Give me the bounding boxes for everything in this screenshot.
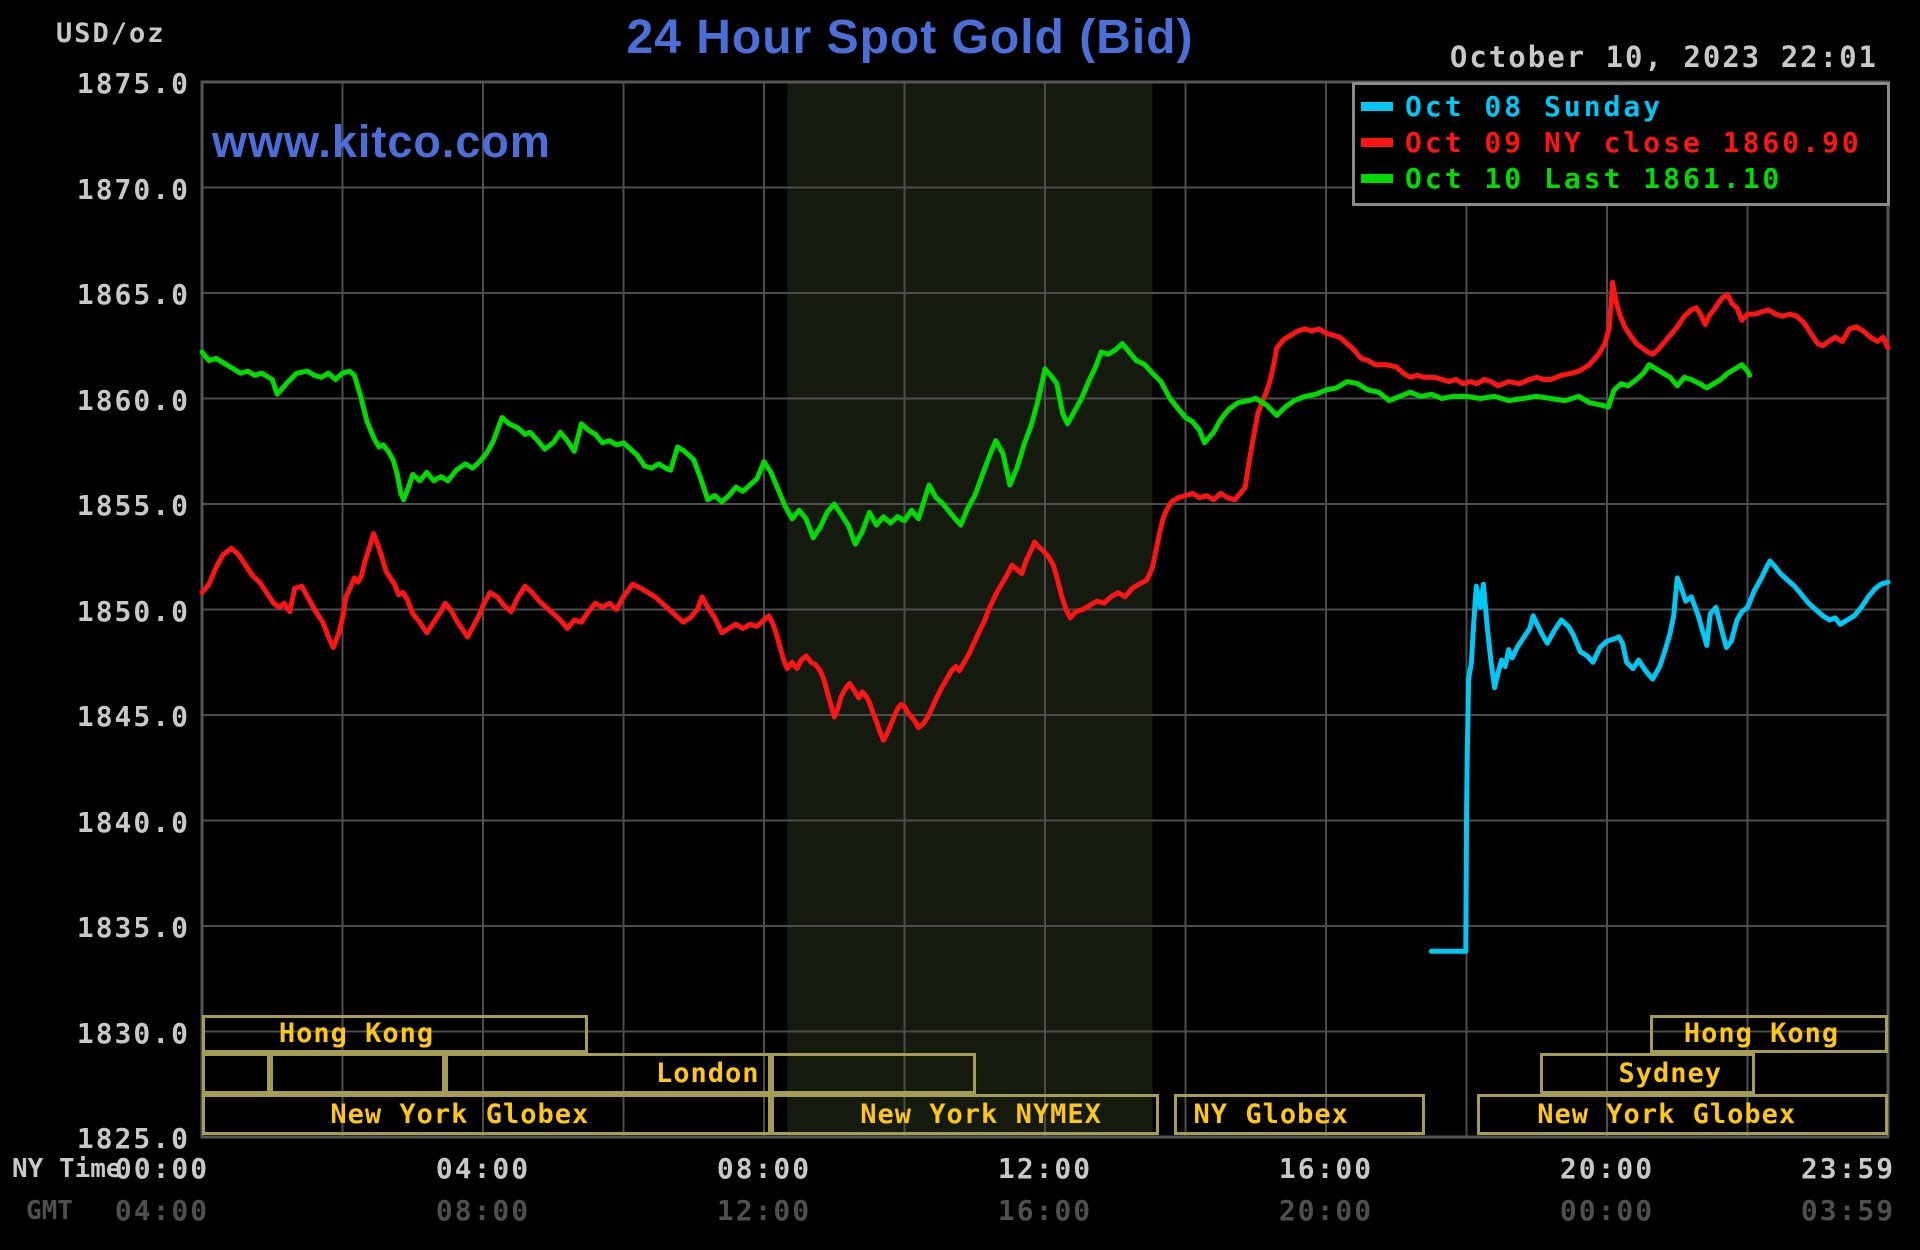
y-tick-label: 1855.0 bbox=[76, 489, 190, 522]
session-box-hong-kong bbox=[202, 1015, 588, 1053]
y-tick-label: 1845.0 bbox=[76, 700, 190, 733]
session-label: NY Globex bbox=[1193, 1098, 1349, 1130]
page-title: 24 Hour Spot Gold (Bid) bbox=[626, 11, 1194, 64]
y-axis-units-label: USD/oz bbox=[56, 18, 166, 49]
series-line-oct-09-ny-close-1860-90 bbox=[199, 279, 1891, 743]
chart-timestamp: October 10, 2023 22:01 bbox=[1449, 40, 1878, 74]
session-label: New York NYMEX bbox=[860, 1098, 1102, 1130]
y-tick-label: 1870.0 bbox=[76, 172, 190, 206]
x-tick-label-gmt: 16:00 bbox=[997, 1194, 1093, 1227]
legend-line-swatch bbox=[1361, 101, 1393, 111]
y-tick-label: 1860.0 bbox=[76, 383, 190, 417]
session-box-london bbox=[445, 1053, 772, 1094]
y-tick-label: 1835.0 bbox=[76, 911, 190, 944]
session-box bbox=[270, 1053, 446, 1094]
x-tick-label-ny-time: 23:59 bbox=[1800, 1152, 1896, 1185]
session-box-sydney bbox=[1539, 1053, 1756, 1094]
session-box bbox=[202, 1053, 271, 1094]
session-box-hong-kong bbox=[1649, 1015, 1888, 1053]
session-label: Hong Kong bbox=[278, 1018, 435, 1049]
x-tick-label-gmt: 04:00 bbox=[114, 1194, 210, 1227]
x-tick-label-gmt: 08:00 bbox=[435, 1194, 531, 1227]
session-box bbox=[771, 1053, 977, 1094]
x-tick-label-ny-time: 12:00 bbox=[997, 1152, 1093, 1185]
y-tick-label: 1875.0 bbox=[76, 67, 190, 100]
session-box-new-york-nymex bbox=[771, 1094, 1159, 1135]
legend-box: Oct 08 Sunday Oct 09 NY close 1860.90 Oct … bbox=[1352, 82, 1890, 206]
ny-time-row-label: NY Time bbox=[12, 1154, 122, 1184]
y-tick-label: 1830.0 bbox=[76, 1016, 190, 1050]
legend-item: Oct 10 Last 1861.10 bbox=[1361, 161, 1782, 195]
legend-line-swatch bbox=[1361, 173, 1393, 183]
legend-item: Oct 09 NY close 1860.90 bbox=[1361, 125, 1862, 159]
legend-label: Oct 09 NY close 1860.90 bbox=[1405, 125, 1862, 159]
x-tick-label-ny-time: 08:00 bbox=[716, 1152, 812, 1185]
y-tick-label: 1825.0 bbox=[76, 1122, 190, 1155]
gmt-row-label: GMT bbox=[26, 1196, 73, 1226]
x-tick-label-ny-time: 16:00 bbox=[1278, 1152, 1374, 1185]
x-tick-label-gmt: 20:00 bbox=[1278, 1194, 1374, 1227]
x-tick-label-gmt: 12:00 bbox=[716, 1194, 812, 1227]
session-label: Hong Kong bbox=[1683, 1018, 1840, 1049]
x-tick-label-ny-time: 04:00 bbox=[435, 1152, 531, 1185]
session-box-ny-globex bbox=[1174, 1094, 1426, 1135]
session-box-new-york-globex bbox=[202, 1094, 772, 1135]
y-tick-label: 1865.0 bbox=[76, 278, 190, 311]
x-tick-label-gmt: 03:59 bbox=[1800, 1194, 1896, 1227]
x-tick-label-gmt: 00:00 bbox=[1559, 1194, 1655, 1227]
series-line-oct-10-last-1861-10 bbox=[199, 341, 1753, 547]
session-box-new-york-globex bbox=[1477, 1094, 1888, 1135]
legend-item: Oct 08 Sunday bbox=[1361, 89, 1663, 123]
y-tick-label: 1840.0 bbox=[76, 805, 190, 839]
session-label: New York Globex bbox=[1537, 1098, 1797, 1130]
legend-label: Oct 08 Sunday bbox=[1405, 89, 1664, 123]
gridlines bbox=[201, 81, 1889, 1138]
y-tick-label: 1850.0 bbox=[76, 594, 190, 628]
kitco-watermark: www.kitco.com bbox=[212, 116, 551, 167]
session-label: Sydney bbox=[1618, 1057, 1722, 1089]
session-label: New York Globex bbox=[330, 1098, 590, 1130]
session-label: London bbox=[656, 1057, 760, 1089]
series-line-oct-08-sunday bbox=[1428, 558, 1891, 954]
legend-label: Oct 10 Last 1861.10 bbox=[1405, 161, 1783, 195]
x-tick-label-ny-time: 20:00 bbox=[1559, 1152, 1655, 1185]
x-tick-label-ny-time: 00:00 bbox=[114, 1152, 210, 1185]
legend-line-swatch bbox=[1361, 137, 1393, 147]
plot-border bbox=[200, 80, 1890, 1139]
